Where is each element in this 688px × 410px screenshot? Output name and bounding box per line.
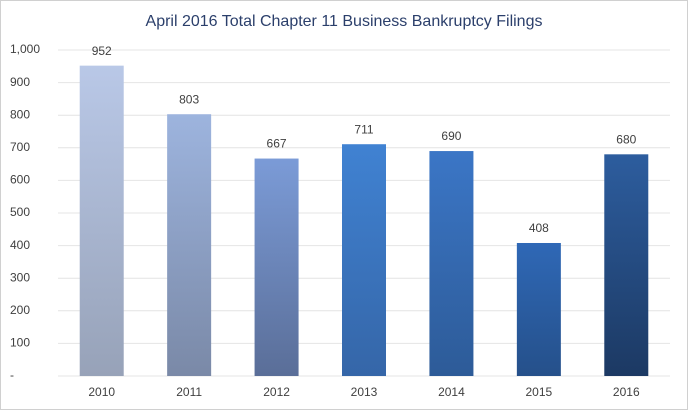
bar <box>167 114 212 377</box>
bar <box>604 154 649 376</box>
chart-title: April 2016 Total Chapter 11 Business Ban… <box>146 13 543 30</box>
y-tick-label: 100 <box>10 336 30 350</box>
y-tick-label: 300 <box>10 270 30 284</box>
x-tick-label: 2015 <box>526 385 553 399</box>
bar <box>516 242 561 376</box>
value-label: 803 <box>179 92 199 106</box>
value-label: 952 <box>92 44 112 58</box>
value-label: 680 <box>616 132 636 146</box>
bar <box>254 158 299 376</box>
y-tick-label: 500 <box>10 205 30 219</box>
bar <box>342 144 386 376</box>
bar <box>429 151 474 376</box>
y-tick-label: 600 <box>10 173 30 187</box>
x-tick-label: 2010 <box>88 385 115 399</box>
value-label: 667 <box>267 137 287 151</box>
x-tick-label: 2011 <box>176 385 202 399</box>
y-tick-label: 700 <box>10 140 30 154</box>
value-label: 408 <box>529 221 549 235</box>
y-tick-label: 900 <box>10 75 30 89</box>
x-tick-label: 2016 <box>613 385 640 399</box>
y-tick-label: 800 <box>10 107 30 121</box>
value-label: 690 <box>441 129 461 143</box>
x-tick-label: 2012 <box>263 385 290 399</box>
bar <box>79 65 124 376</box>
x-tick-label: 2013 <box>351 385 378 399</box>
y-tick-label: 400 <box>10 238 30 252</box>
y-tick-label: 1,000 <box>10 42 40 56</box>
y-tick-label: - <box>10 368 14 382</box>
y-tick-label: 200 <box>10 303 30 317</box>
value-label: 711 <box>354 122 373 136</box>
x-tick-label: 2014 <box>438 385 465 399</box>
